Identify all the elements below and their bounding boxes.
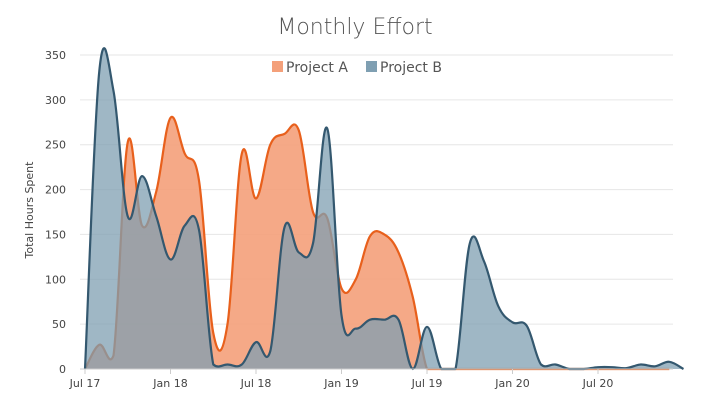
series-layer	[83, 47, 685, 371]
y-tick-label: 100	[45, 273, 66, 286]
axis-layer: 0 50 100 150 200 250 300 350 Jul 17 Jan 18 Jul 18 J…	[45, 49, 673, 390]
x-tick-label: Jan 19	[323, 377, 358, 390]
x-tick-label: Jul 17	[69, 377, 101, 390]
y-tick-label: 200	[45, 184, 66, 197]
y-tick-label: 300	[45, 94, 66, 107]
series-area-project-a	[85, 116, 670, 369]
x-tick-label: Jul 19	[411, 377, 443, 390]
y-tick-label: 0	[59, 363, 66, 376]
y-axis-label: Total Hours Spent	[23, 161, 36, 260]
x-tick-label: Jan 20	[494, 377, 529, 390]
legend-swatch	[366, 61, 377, 72]
y-tick-label: 50	[52, 318, 66, 331]
y-tick-label: 250	[45, 139, 66, 152]
legend-swatch	[272, 61, 283, 72]
series-area-project-b	[85, 48, 684, 369]
legend-label: Project B	[380, 60, 442, 76]
legend: Project A Project B	[272, 60, 442, 76]
y-tick-label: 150	[45, 228, 66, 241]
x-tick-label: Jul 20	[582, 377, 614, 390]
chart-title: Monthly Effort	[277, 15, 432, 40]
legend-label: Project A	[286, 60, 348, 76]
x-tick-label: Jan 18	[152, 377, 187, 390]
y-tick-label: 350	[45, 49, 66, 62]
x-tick-label: Jul 18	[240, 377, 272, 390]
